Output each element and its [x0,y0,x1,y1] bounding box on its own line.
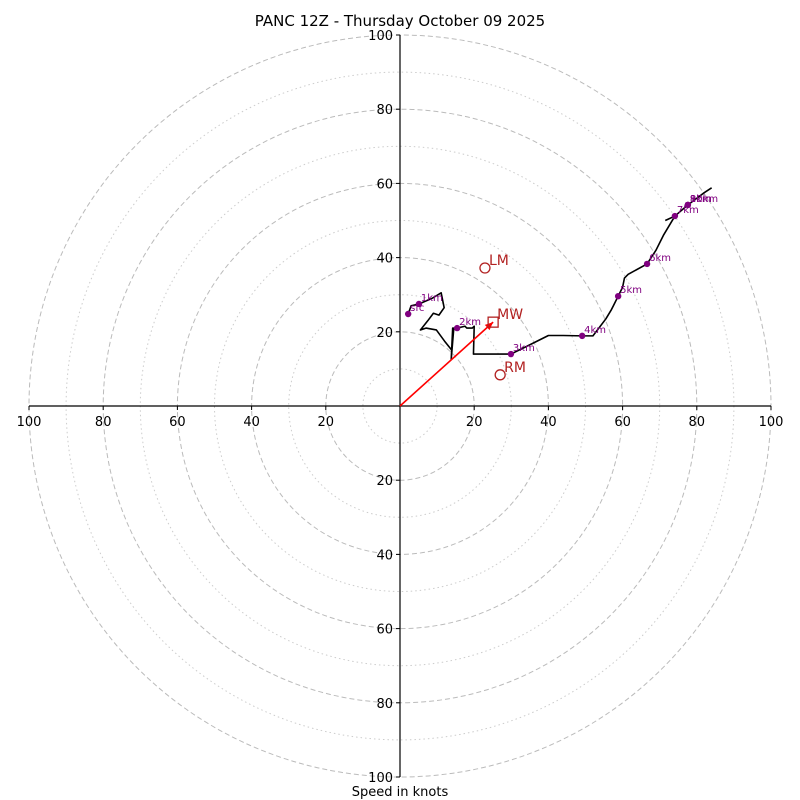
tick-label-left: 80 [95,415,112,430]
storm-motion-marker-rm [494,369,506,381]
height-label-1km: 1km [421,293,443,304]
storm-motion-marker-mw [487,316,499,328]
tick-label-right: 60 [614,415,631,430]
tick-label-right: 40 [540,415,557,430]
tick-label-left: 60 [169,415,186,430]
height-marker-sfc [404,310,412,318]
wind-profile [407,187,713,361]
height-marker-7km [671,212,679,220]
height-label-8km: 8km [690,194,712,205]
tick-label-top: 60 [376,177,393,192]
tick-label-bottom: 20 [376,474,393,489]
tick-label-top: 20 [376,326,393,341]
height-marker-6km [643,260,651,268]
height-label-2km: 2km [459,317,481,328]
tick-label-top: 40 [376,252,393,267]
height-label-5km: 5km [620,285,642,296]
tick-label-left: 20 [318,415,335,430]
storm-motion-label-rm: RM [504,360,526,376]
tick-label-right: 80 [689,415,706,430]
storm-motion-label-lm: LM [489,253,509,269]
height-marker-2km [453,324,461,332]
height-marker-5km [614,292,622,300]
height-label-9km: 9km [690,194,712,205]
storm-motion-label-mw: MW [497,307,523,323]
shear-vector-line [399,321,494,407]
height-label-4km: 4km [584,325,606,336]
tick-labels: 20 20 20 20 40 40 40 40 60 60 60 60 80 80 80 80 100 100 10… [17,29,784,786]
storm-motion-marker-lm [479,262,491,274]
height-label-10km: 10km [690,194,718,205]
tick-label-bottom: 100 [368,771,393,786]
tick-label-right: 20 [466,415,483,430]
chart-title: PANC 12Z - Thursday October 09 2025 [255,12,545,30]
tick-label-bottom: 80 [376,697,393,712]
storm-motions: MW LM RM [479,253,526,381]
x-axis-label: Speed in knots [352,785,449,800]
height-marker-10km [684,201,692,209]
height-label-3km: 3km [513,343,535,354]
height-marker-4km [578,332,586,340]
tick-label-bottom: 40 [376,548,393,563]
tick-label-left: 40 [243,415,260,430]
height-label-7km: 7km [677,205,699,216]
tick-label-top: 100 [368,29,393,44]
height-marker-3km [507,350,515,358]
tick-label-bottom: 60 [376,623,393,638]
tick-label-right: 100 [759,415,784,430]
profile-line [407,187,713,361]
height-label-sfc: sfc [410,303,424,314]
height-label-6km: 6km [649,253,671,264]
shear-vector [399,321,494,407]
shear-vector-arrowhead [484,322,494,331]
tick-label-left: 100 [17,415,42,430]
height-marker-1km [415,300,423,308]
tick-label-top: 80 [376,103,393,118]
